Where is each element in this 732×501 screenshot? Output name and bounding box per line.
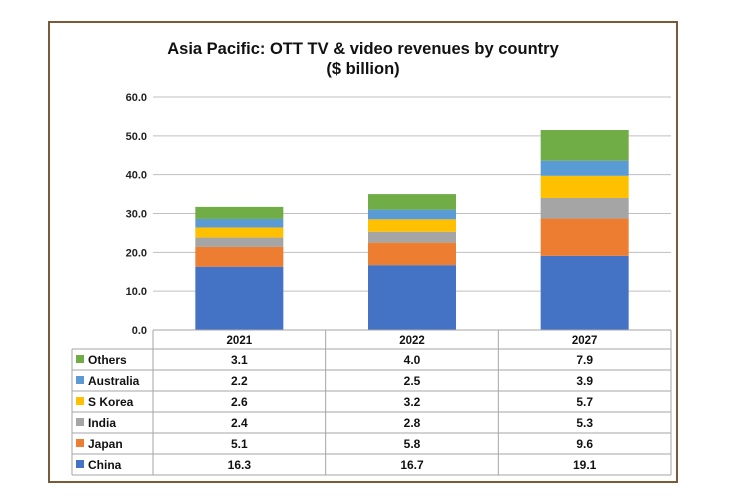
series-name-others: Others (88, 353, 127, 367)
table-cell-australia: 2.2 (231, 374, 248, 388)
bar-segment-australia (368, 209, 456, 220)
series-name-japan: Japan (88, 437, 123, 451)
x-category-label: 2021 (227, 335, 253, 347)
series-name-india: India (88, 416, 116, 430)
table-cell-china: 16.3 (228, 458, 252, 472)
table-cell-s-korea: 3.2 (404, 395, 421, 409)
y-tick-label: 50.0 (126, 131, 147, 143)
table-cell-china: 19.1 (573, 458, 597, 472)
bar-segment-japan (540, 218, 629, 256)
bar-segment-china (540, 255, 629, 330)
series-name-australia: Australia (88, 374, 140, 388)
legend-key-others (76, 355, 84, 363)
y-tick-label: 30.0 (126, 209, 147, 221)
table-cell-india: 2.8 (404, 416, 421, 430)
bar-segment-australia (540, 160, 629, 176)
y-tick-label: 20.0 (126, 247, 147, 259)
y-tick-label: 40.0 (126, 170, 147, 182)
bar-segment-japan (195, 246, 284, 267)
y-tick-label: 0.0 (132, 325, 147, 337)
chart-title-block: Asia Pacific: OTT TV & video revenues by… (50, 39, 676, 79)
bar-segment-others (368, 194, 456, 210)
x-category-label: 2027 (572, 335, 598, 347)
legend-key-s-korea (76, 397, 84, 405)
bar-segment-india (540, 197, 629, 219)
legend-key-australia (76, 376, 84, 384)
table-cell-japan: 5.8 (404, 437, 421, 451)
bar-segment-others (540, 130, 629, 161)
bar-segment-china (368, 265, 456, 330)
table-cell-s-korea: 2.6 (231, 395, 248, 409)
table-cell-japan: 5.1 (231, 437, 248, 451)
bar-segment-australia (195, 218, 284, 228)
table-cell-india: 2.4 (231, 416, 248, 430)
bar-segment-china (195, 266, 284, 330)
table-cell-others: 4.0 (404, 353, 421, 367)
chart-svg: 0.0 10.0 20.0 30.0 40.0 50.0 60.0 2021 2022 2027 O… (71, 92, 672, 476)
table-cell-others: 3.1 (231, 353, 248, 367)
x-category-label: 2022 (399, 335, 425, 347)
table-cell-australia: 3.9 (576, 374, 593, 388)
legend-key-japan (76, 439, 84, 447)
bar-segment-s-korea (540, 175, 629, 198)
bar-segment-japan (368, 242, 456, 266)
y-tick-label: 60.0 (126, 92, 147, 104)
table-cell-s-korea: 5.7 (576, 395, 593, 409)
table-cell-australia: 2.5 (404, 374, 421, 388)
chart-subtitle: ($ billion) (326, 60, 400, 78)
table-cell-china: 16.7 (400, 458, 424, 472)
series-name-s-korea: S Korea (88, 395, 134, 409)
legend-key-china (76, 460, 84, 468)
bar-segment-s-korea (368, 219, 456, 232)
legend-key-india (76, 418, 84, 426)
y-tick-label: 10.0 (126, 286, 147, 298)
bar-segment-india (195, 237, 284, 247)
chart-frame: Asia Pacific: OTT TV & video revenues by… (48, 21, 678, 483)
table-cell-others: 7.9 (576, 353, 593, 367)
series-name-china: China (88, 458, 122, 472)
bar-segment-india (368, 231, 456, 243)
chart-title: Asia Pacific: OTT TV & video revenues by… (167, 40, 559, 58)
table-cell-india: 5.3 (576, 416, 593, 430)
bar-segment-s-korea (195, 227, 284, 238)
table-cell-japan: 9.6 (576, 437, 593, 451)
bar-segment-others (195, 206, 284, 219)
